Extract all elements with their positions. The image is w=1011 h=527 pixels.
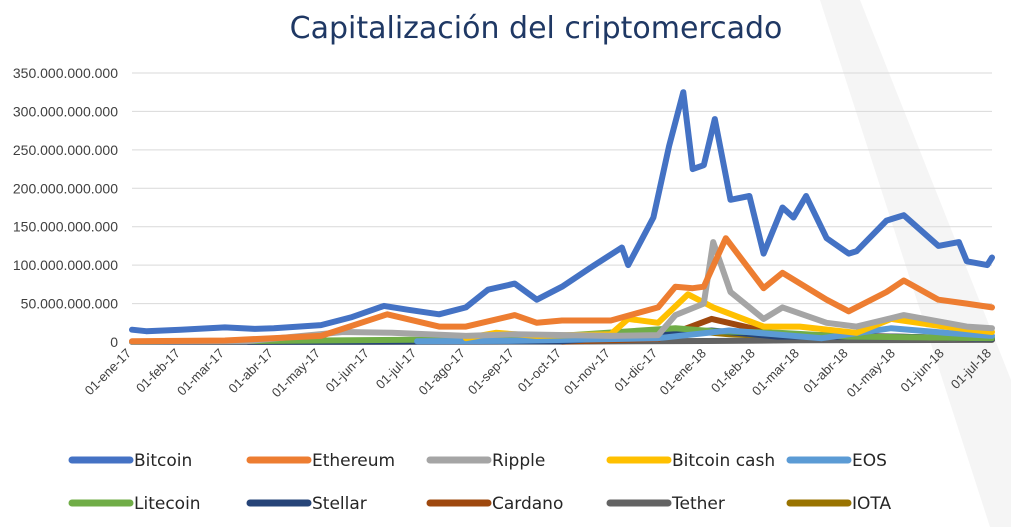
x-tick-label: 01-mar-18: [749, 346, 802, 399]
y-tick-label: 100.000.000.000: [13, 257, 118, 273]
legend-label-ethereum: Ethereum: [312, 451, 395, 471]
x-tick-label: 01-oct-17: [515, 346, 564, 395]
y-tick-label: 0: [110, 334, 118, 350]
legend-label-tether: Tether: [671, 494, 725, 514]
x-tick-label: 01-ene-17: [82, 346, 135, 399]
x-tick-label: 01-may-17: [269, 346, 324, 401]
x-tick-label: 01-may-18: [843, 346, 898, 401]
x-axis-tick-labels: 01-ene-1701-feb-1701-mar-1701-abr-1701-m…: [82, 346, 995, 401]
y-tick-label: 50.000.000.000: [21, 296, 119, 312]
x-tick-label: 01-jul-17: [373, 346, 419, 392]
series-line-ripple: [129, 239, 995, 345]
series-line-eos: [414, 325, 995, 345]
x-tick-label: 01-nov-17: [561, 346, 613, 398]
y-tick-label: 300.000.000.000: [13, 103, 118, 119]
y-axis-tick-labels: 0 50.000.000.000 100.000.000.000 150.000.00…: [13, 65, 118, 350]
x-tick-label: 01-jun-17: [323, 346, 372, 395]
series-line-bitcoin: [129, 89, 995, 335]
legend-label-iota: IOTA: [852, 494, 891, 514]
y-tick-label: 150.000.000.000: [13, 219, 118, 235]
background-stripe: [820, 0, 1011, 527]
legend-label-bitcoin-cash: Bitcoin cash: [672, 451, 775, 471]
legend-label-eos: EOS: [852, 451, 887, 471]
legend-label-litecoin: Litecoin: [134, 494, 201, 514]
legend-label-ripple: Ripple: [492, 451, 545, 471]
series-lines: [129, 89, 995, 345]
legend-label-bitcoin: Bitcoin: [134, 451, 192, 471]
series-line-ethereum: [129, 235, 995, 345]
legend-label-cardano: Cardano: [492, 494, 563, 514]
x-tick-label: 01-ene-18: [657, 346, 710, 399]
chart-title: Capitalización del criptomercado: [290, 11, 783, 46]
x-tick-label: 01-ago-17: [416, 346, 469, 399]
y-tick-label: 200.000.000.000: [13, 180, 118, 196]
x-tick-label: 01-dic-17: [611, 346, 660, 395]
x-tick-label: 01-sep-17: [465, 346, 517, 398]
y-tick-label: 350.000.000.000: [13, 65, 118, 81]
legend-label-stellar: Stellar: [312, 494, 367, 514]
legend: Bitcoin Ethereum Ripple Bitcoin cash EOS Lite…: [68, 451, 891, 514]
y-tick-label: 250.000.000.000: [13, 142, 118, 158]
x-tick-label: 01-mar-17: [174, 346, 227, 399]
